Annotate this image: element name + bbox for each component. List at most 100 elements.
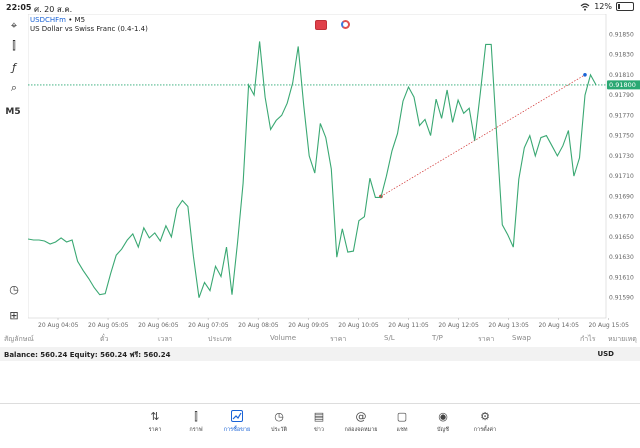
symbol-name: USDCHFm — [30, 16, 66, 24]
y-tick-label: 0.91830 — [609, 52, 634, 59]
y-tick-label: 0.91810 — [609, 72, 634, 79]
col-swap: Swap — [512, 334, 531, 342]
col-tp: T/P — [432, 334, 443, 342]
battery-icon — [616, 2, 634, 11]
col-price: ราคา — [330, 335, 347, 343]
nav-history[interactable]: ◷ ประวัติ — [262, 410, 296, 434]
y-tick-label: 0.91730 — [609, 153, 634, 160]
chat-icon: ▢ — [396, 410, 408, 423]
y-tick-label: 0.91590 — [609, 295, 634, 302]
quick-trade-icon[interactable] — [341, 20, 350, 29]
col-ticket: ตั๋ว — [100, 335, 109, 343]
y-tick-label: 0.91750 — [609, 133, 634, 140]
col-type: ประเภท — [208, 335, 232, 343]
function-icon[interactable]: ƒ — [12, 61, 16, 74]
x-tick-label: 20 Aug 11:05 — [388, 322, 429, 329]
col-time: เวลา — [158, 335, 173, 343]
nav-charts[interactable]: ⫿ กราฟ — [179, 410, 213, 434]
symbol-timeframe: • M5 — [65, 16, 86, 24]
x-tick-label: 20 Aug 13:05 — [488, 322, 529, 329]
nav-quotes-label: ราคา — [148, 427, 162, 433]
nav-mailbox-label: กล่องจดหมาย — [344, 427, 378, 433]
trend-end-point — [583, 73, 587, 77]
drawing-toolbar: ⌖ ⫿ ƒ ⌕ M5 ◷ ⊞ — [0, 14, 28, 334]
nav-account-label: บัญชี — [437, 427, 449, 433]
settings-icon: ⚙ — [480, 410, 490, 423]
x-tick-label: 20 Aug 06:05 — [138, 322, 179, 329]
status-time: 22:05 — [6, 3, 32, 12]
sort-arrows-icon: ⇅ — [150, 410, 160, 423]
balance-text: Balance: 560.24 Equity: 560.24 ฟรี: 560.… — [4, 351, 171, 359]
wifi-icon — [580, 2, 590, 11]
trend-line — [380, 74, 586, 197]
col-sl: S/L — [384, 334, 395, 342]
x-tick-label: 20 Aug 15:05 — [588, 322, 629, 329]
x-tick-label: 20 Aug 05:05 — [88, 322, 129, 329]
nav-trade-label: การซื้อขาย — [223, 427, 251, 433]
history-icon: ◷ — [274, 410, 284, 423]
symbol-info: USDCHFm • M5 US Dollar vs Swiss Franc (0… — [30, 16, 148, 34]
y-tick-label: 0.91790 — [609, 92, 634, 99]
one-click-trading — [315, 20, 350, 30]
x-tick-label: 20 Aug 07:05 — [188, 322, 229, 329]
col-comment: หมายเหตุ — [608, 335, 637, 343]
status-bar: 22:05 ศ. 20 ส.ค. 12% — [0, 0, 640, 14]
col-price2: ราคา — [478, 335, 495, 343]
status-date: ศ. 20 ส.ค. — [34, 5, 73, 14]
x-tick-label: 20 Aug 14:05 — [538, 322, 579, 329]
symbol-description: US Dollar vs Swiss Franc (0.4-1.4) — [30, 25, 148, 33]
y-tick-label: 0.91770 — [609, 112, 634, 119]
nav-mailbox[interactable]: @ กล่องจดหมาย — [344, 410, 378, 434]
balance-currency: USD — [597, 350, 614, 358]
y-tick-label: 0.91690 — [609, 193, 634, 200]
y-tick-label: 0.91650 — [609, 234, 634, 241]
objects-icon[interactable]: ⌕ — [10, 81, 18, 94]
mail-icon: @ — [355, 410, 367, 423]
y-tick-label: 0.91710 — [609, 173, 634, 180]
y-tick-label: 0.91850 — [609, 31, 634, 38]
current-price-label: 0.91800 — [609, 81, 636, 89]
nav-account[interactable]: ◉ บัญชี — [426, 410, 460, 434]
news-icon: ▤ — [313, 410, 325, 423]
trade-chart-icon — [220, 410, 254, 424]
col-profit: กำไร — [580, 335, 596, 343]
x-tick-label: 20 Aug 12:05 — [438, 322, 479, 329]
y-tick-label: 0.91610 — [609, 274, 634, 281]
sell-button-icon[interactable] — [315, 20, 327, 30]
positions-header: สัญลักษณ์ ตั๋ว เวลา ประเภท Volume ราคา S… — [0, 333, 640, 345]
nav-chat-label: แชท — [396, 427, 408, 433]
candles-icon: ⫿ — [194, 410, 198, 423]
battery-percent: 12% — [594, 2, 612, 11]
history-clock-icon[interactable]: ◷ — [9, 283, 19, 296]
indicators-icon[interactable]: ⫿ — [12, 39, 16, 52]
y-tick-label: 0.91630 — [609, 254, 634, 261]
nav-settings[interactable]: ⚙ การตั้งค่า — [468, 410, 502, 434]
chart-area[interactable]: USDCHFm • M5 US Dollar vs Swiss Franc (0… — [27, 13, 640, 330]
x-tick-label: 20 Aug 04:05 — [38, 322, 79, 329]
col-volume: Volume — [270, 334, 297, 342]
price-series-line — [27, 41, 597, 298]
x-tick-label: 20 Aug 08:05 — [238, 322, 279, 329]
nav-charts-label: กราฟ — [189, 427, 203, 433]
timeframe-button[interactable]: M5 — [5, 107, 21, 117]
plot-border — [27, 13, 607, 319]
status-right: 12% — [580, 2, 634, 11]
nav-news[interactable]: ▤ ข่าว — [302, 410, 336, 434]
y-tick-label: 0.91670 — [609, 214, 634, 221]
nav-settings-label: การตั้งค่า — [473, 427, 497, 433]
nav-news-label: ข่าว — [314, 427, 324, 433]
new-order-icon[interactable]: ⊞ — [9, 309, 19, 322]
crosshair-icon[interactable]: ⌖ — [10, 19, 18, 32]
balance-bar: Balance: 560.24 Equity: 560.24 ฟรี: 560.… — [0, 347, 640, 361]
nav-trade[interactable]: การซื้อขาย — [220, 410, 254, 434]
nav-history-label: ประวัติ — [270, 427, 288, 433]
col-symbol: สัญลักษณ์ — [4, 335, 34, 343]
current-price-tag — [607, 80, 640, 90]
nav-quotes[interactable]: ⇅ ราคา — [138, 410, 172, 434]
bottom-nav: ⇅ ราคา ⫿ กราฟ การซื้อขาย ◷ ประวัติ ▤ ข่า… — [0, 403, 640, 448]
x-tick-label: 20 Aug 09:05 — [288, 322, 329, 329]
price-chart[interactable]: 0.91850 0.91830 0.91810 0.91790 0.91770 0.917… — [27, 13, 640, 330]
nav-chat[interactable]: ▢ แชท — [385, 410, 419, 434]
x-tick-label: 20 Aug 10:05 — [338, 322, 379, 329]
account-icon: ◉ — [438, 410, 448, 423]
